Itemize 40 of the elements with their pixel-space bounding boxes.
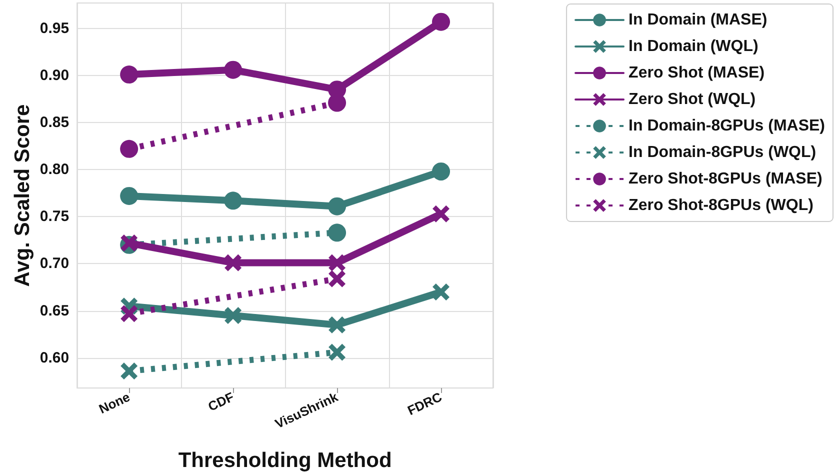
y-tick-label: 0.65 xyxy=(40,302,70,320)
point xyxy=(224,192,242,210)
legend-label: Zero Shot-8GPUs (MASE) xyxy=(628,170,822,188)
legend-label: Zero Shot-8GPUs (WQL) xyxy=(628,197,814,214)
y-tick-label: 0.75 xyxy=(40,208,70,226)
y-tick-label: 0.90 xyxy=(40,66,70,84)
legend-label: Zero Shot (MASE) xyxy=(628,64,765,82)
y-axis-title: Avg. Scaled Score xyxy=(11,104,34,287)
legend-label: Zero Shot (WQL) xyxy=(628,91,756,108)
point xyxy=(328,344,346,361)
point xyxy=(328,316,346,334)
legend-label: In Domain-8GPUs (WQL) xyxy=(628,144,816,161)
x-tick-label: None xyxy=(96,389,132,417)
point xyxy=(432,162,450,180)
point xyxy=(120,305,138,322)
point xyxy=(432,283,450,300)
point xyxy=(120,140,138,158)
point xyxy=(328,197,346,216)
y-tick-label: 0.85 xyxy=(40,114,70,132)
y-tick-label: 0.60 xyxy=(40,349,70,366)
y-tick-label: 0.80 xyxy=(40,161,70,178)
x-tick-label: FDRC xyxy=(405,388,445,418)
x-axis-title: Thresholding Method xyxy=(178,449,392,472)
x-tick-label: CDF xyxy=(206,389,236,414)
point xyxy=(120,362,138,380)
point xyxy=(224,60,242,79)
point xyxy=(432,205,450,222)
legend-label: In Domain (WQL) xyxy=(628,38,758,55)
y-tick-label: 0.95 xyxy=(40,20,70,37)
legend-label: In Domain-8GPUs (MASE) xyxy=(628,118,826,134)
point xyxy=(328,254,346,272)
legend-label: In Domain (MASE) xyxy=(628,12,768,28)
y-tick-label: 0.70 xyxy=(40,255,70,272)
point xyxy=(224,254,242,272)
point xyxy=(224,307,242,324)
point xyxy=(120,186,138,205)
point xyxy=(328,224,346,242)
point xyxy=(328,270,346,288)
point xyxy=(120,66,138,84)
point xyxy=(432,12,450,31)
